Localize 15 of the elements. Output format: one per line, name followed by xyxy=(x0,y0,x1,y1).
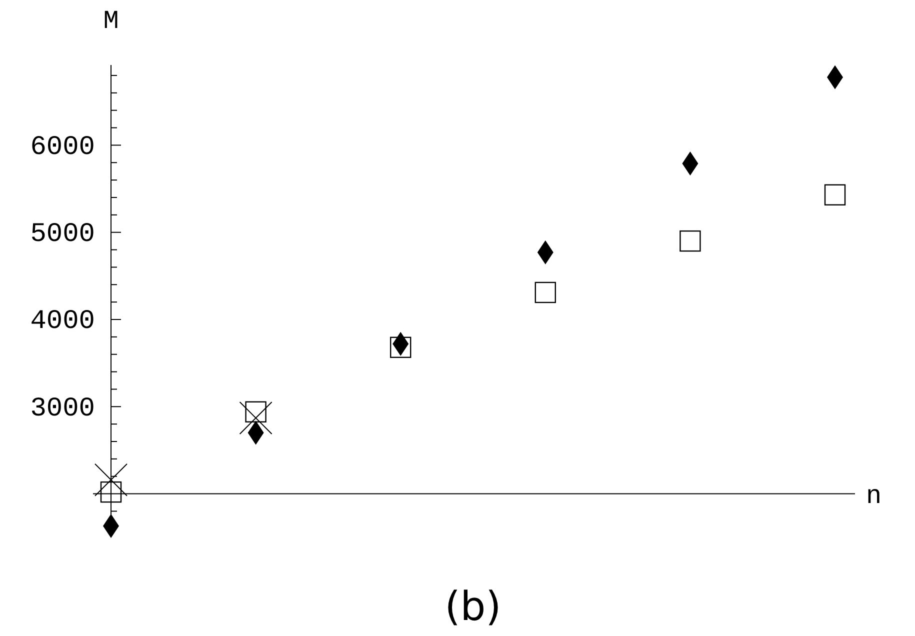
text: (b) xyxy=(444,584,502,630)
point xyxy=(680,230,701,252)
y-tick-label: 5000 xyxy=(30,220,95,250)
point xyxy=(94,463,128,496)
point xyxy=(239,401,272,434)
point xyxy=(534,282,556,304)
x-axis-title: n xyxy=(866,480,882,511)
y-axis-title: M xyxy=(103,6,119,36)
point xyxy=(245,401,266,422)
y-tick-label: 3000 xyxy=(30,394,95,424)
point xyxy=(100,481,122,503)
point xyxy=(390,336,412,358)
y-tick-label: 4000 xyxy=(30,307,95,338)
y-tick-label: 6000 xyxy=(30,132,95,163)
point xyxy=(824,184,846,206)
